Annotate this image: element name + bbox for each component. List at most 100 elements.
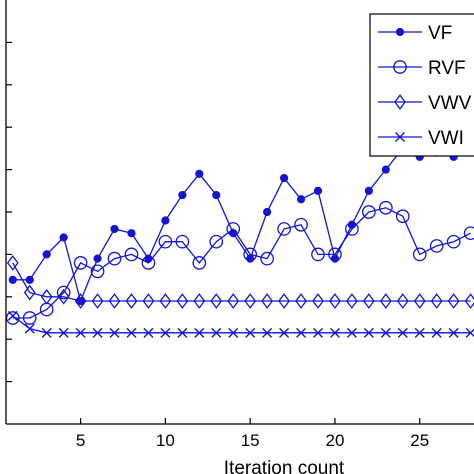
series-vwi — [7, 310, 474, 338]
data-point-vf — [161, 216, 170, 225]
data-point-rvf — [345, 222, 359, 236]
data-point-vwv — [227, 293, 240, 309]
legend-marker — [395, 27, 405, 37]
x-axis-title: Iteration count — [224, 458, 345, 474]
data-point-vwi — [329, 327, 340, 338]
data-point-vwv — [91, 293, 104, 309]
data-point-vwi — [109, 327, 120, 338]
data-point-vwv — [278, 293, 290, 309]
data-point-vwv — [142, 293, 155, 309]
data-point-vwi — [24, 323, 35, 334]
axes-layer: 5 10 15 20 25 — [5, 0, 474, 450]
x-tick-label: 25 — [410, 431, 429, 450]
legend-box — [369, 13, 474, 157]
x-tick-label: 10 — [156, 431, 175, 450]
data-point-rvf — [362, 205, 376, 219]
data-point-vwi — [346, 327, 357, 338]
data-point-rvf — [192, 256, 207, 270]
legend-marker — [393, 60, 407, 74]
data-point-vf — [364, 186, 373, 195]
series-line-vwi — [12, 315, 471, 334]
data-point-vwv — [108, 293, 121, 309]
data-point-vwv — [396, 293, 409, 309]
legend-entry-vwv: VWV — [378, 93, 472, 114]
data-point-rvf — [124, 247, 139, 262]
data-point-rvf — [209, 234, 224, 249]
data-point-vwi — [211, 327, 222, 338]
data-point-vwv — [57, 288, 70, 305]
data-point-vf — [195, 169, 204, 178]
data-point-vwi — [7, 310, 18, 321]
data-point-vwi — [177, 327, 188, 338]
data-point-rvf — [378, 200, 393, 215]
data-point-vwv — [447, 293, 460, 309]
data-point-vwi — [262, 327, 273, 338]
data-point-vwv — [329, 293, 341, 309]
legend-entry-vf: VF — [378, 23, 452, 44]
data-point-vwi — [75, 327, 86, 338]
legend-marker — [395, 132, 405, 142]
data-point-vwi — [279, 327, 290, 338]
data-point-vwi — [58, 327, 69, 338]
legend-label: VWV — [428, 93, 472, 114]
data-point-vf — [313, 186, 323, 195]
data-point-vwi — [245, 327, 256, 338]
data-point-rvf — [90, 264, 105, 279]
data-point-vf — [110, 224, 119, 234]
data-point-vwi — [126, 327, 137, 338]
data-point-vwi — [143, 327, 154, 338]
legend-entry-vwi: VWI — [378, 128, 464, 149]
data-point-vf — [279, 173, 289, 183]
data-point-vwv — [159, 293, 172, 309]
data-point-vwv — [379, 293, 392, 309]
data-point-rvf — [73, 256, 88, 270]
data-point-vwv — [464, 293, 474, 309]
series-line-vwv — [12, 262, 471, 302]
x-tick-label: 20 — [325, 431, 344, 450]
data-point-vwv — [176, 293, 189, 309]
data-point-vf — [212, 190, 221, 200]
data-point-vf — [296, 195, 306, 204]
data-point-rvf — [175, 234, 190, 249]
data-point-vwi — [41, 327, 52, 338]
data-point-vwv — [23, 284, 36, 301]
data-point-vwv — [430, 293, 443, 309]
data-point-vwi — [363, 327, 374, 338]
data-point-rvf — [277, 222, 291, 236]
data-point-vf — [59, 233, 68, 242]
data-point-vwi — [380, 327, 391, 338]
data-point-vwv — [125, 293, 138, 309]
legend-label: VF — [428, 23, 452, 44]
data-point-vf — [25, 275, 34, 284]
data-point-vwv — [261, 293, 274, 309]
data-point-rvf — [463, 226, 474, 241]
data-point-vwi — [194, 327, 205, 338]
data-point-rvf — [243, 247, 258, 262]
data-point-vwv — [346, 293, 358, 309]
series-line-rvf — [12, 207, 471, 319]
x-tick-label: 5 — [76, 431, 85, 450]
data-point-vwi — [160, 327, 171, 338]
data-point-vf — [127, 229, 136, 238]
data-point-rvf — [226, 222, 241, 236]
series-rvf — [6, 200, 474, 325]
data-point-rvf — [260, 251, 274, 266]
data-point-vwi — [296, 327, 307, 338]
data-point-vwv — [210, 293, 223, 309]
data-point-vwi — [313, 327, 323, 338]
data-point-rvf — [158, 234, 173, 249]
data-point-rvf — [107, 251, 122, 266]
data-point-vwv — [362, 293, 375, 309]
data-point-rvf — [56, 285, 71, 300]
data-point-rvf — [311, 247, 325, 262]
data-point-vf — [381, 165, 390, 174]
legend: VF RVF VWV VWI — [369, 13, 474, 157]
data-point-vwv — [6, 254, 19, 271]
data-point-rvf — [412, 247, 427, 262]
data-point-rvf — [141, 256, 156, 270]
data-point-vwv — [74, 293, 87, 309]
legend-label: VWI — [428, 128, 464, 149]
legend-entry-rvf: RVF — [378, 58, 466, 79]
data-point-rvf — [395, 209, 410, 224]
data-point-rvf — [294, 217, 308, 232]
